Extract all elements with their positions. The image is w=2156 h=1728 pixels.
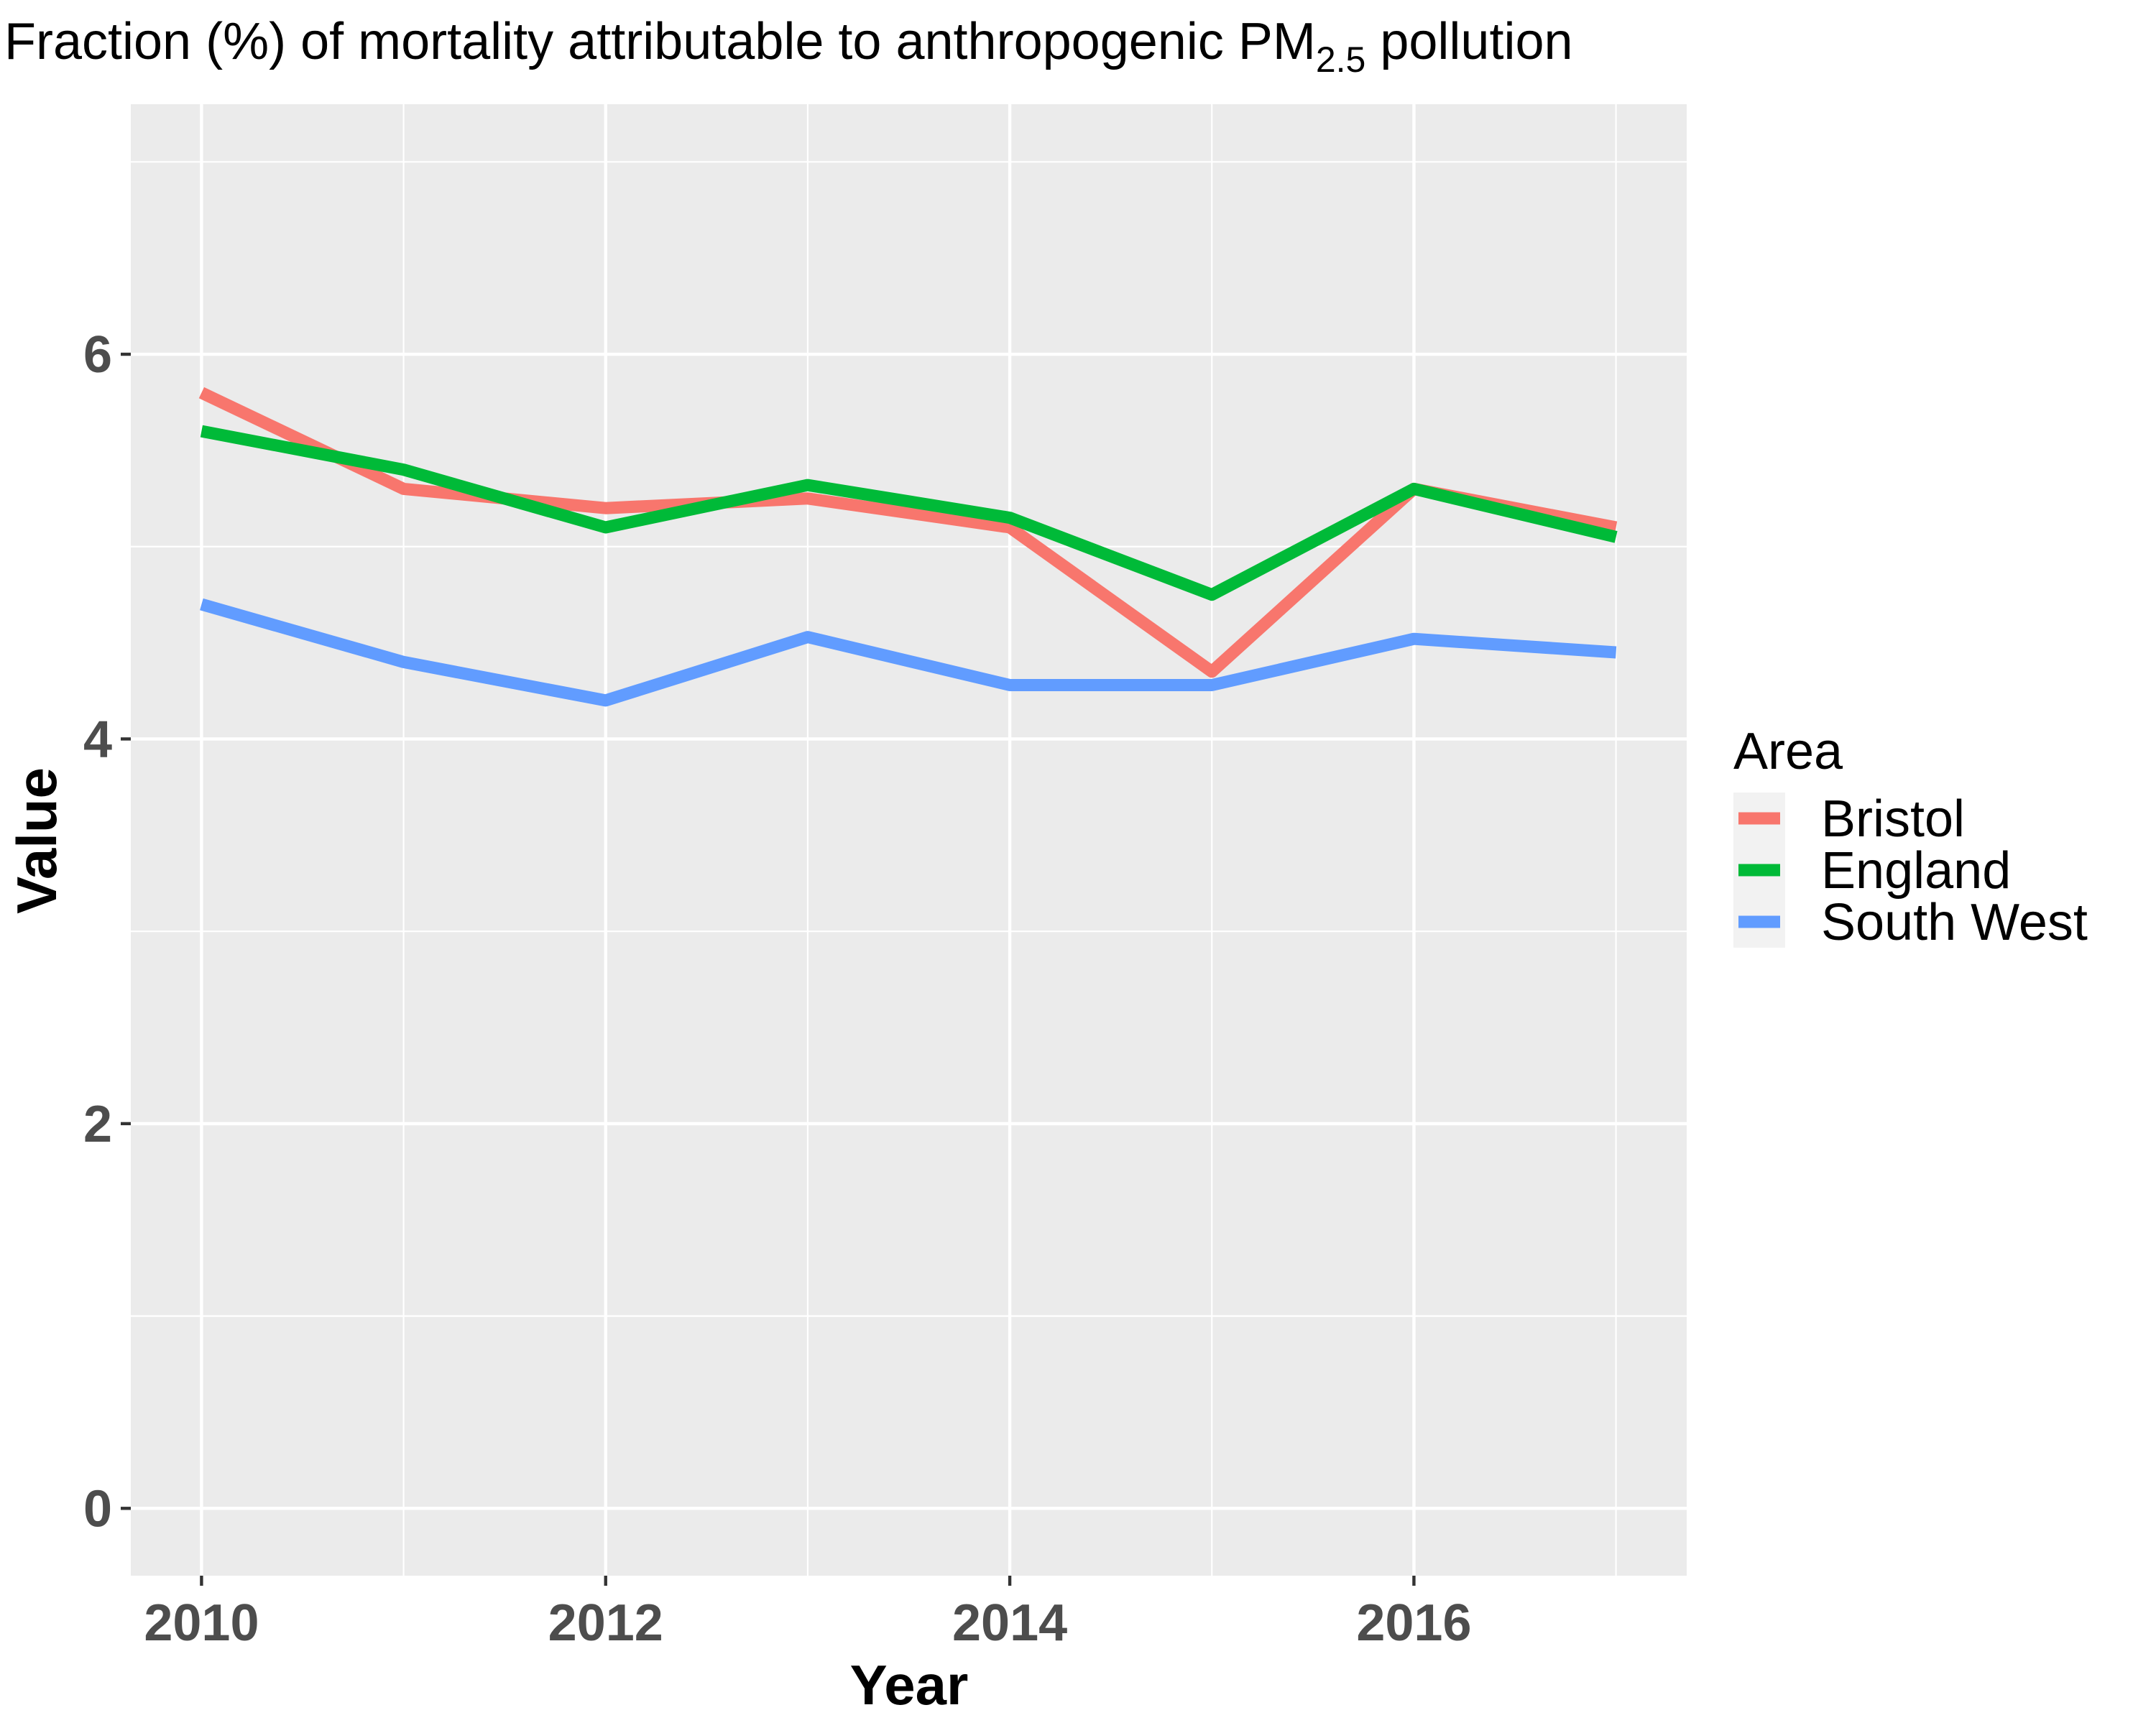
series-line-bristol [198, 387, 1618, 678]
y-tick-label: 4 [83, 711, 112, 768]
y-tick-label: 0 [83, 1480, 112, 1538]
chart-title-main: Fraction (%) of mortality attributable t… [4, 13, 1316, 70]
y-tick-label: 2 [83, 1096, 112, 1153]
y-tick-label: 6 [83, 326, 112, 384]
legend-label: Bristol [1821, 790, 1965, 848]
x-tick-label: 2016 [1356, 1594, 1471, 1652]
chart-title-subscript: 2.5 [1316, 40, 1366, 80]
plot-panel [131, 104, 1687, 1576]
x-tick-label: 2014 [952, 1594, 1067, 1652]
x-tick-label: 2010 [144, 1594, 259, 1652]
legend-label: England [1821, 842, 2011, 900]
series-line-south-west [200, 598, 1617, 707]
legend-label: South West [1821, 894, 2088, 951]
y-axis-title: Value [5, 767, 68, 914]
plot-area: 0 2 4 6 2010 2012 2014 2016 [83, 104, 1687, 1652]
legend-title: Area [1733, 723, 1843, 780]
chart-title-suffix: pollution [1365, 13, 1572, 70]
chart-title: Fraction (%) of mortality attributable t… [4, 13, 1573, 80]
x-tick-label: 2012 [548, 1594, 663, 1652]
x-axis-title: Year [850, 1653, 969, 1717]
series-line-england [200, 425, 1618, 601]
